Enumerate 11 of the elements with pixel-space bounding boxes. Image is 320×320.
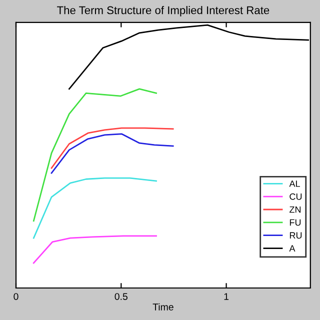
legend-label: FU xyxy=(290,219,301,226)
x-tick-label: 1 xyxy=(224,293,229,300)
legend-label: A xyxy=(289,245,296,252)
legend-label: ZN xyxy=(290,206,301,213)
chart-title: The Term Structure of Implied Interest Rate xyxy=(57,6,270,16)
x-tick-label: 0.5 xyxy=(114,293,128,300)
legend-label: CU xyxy=(290,193,302,200)
legend-label: AL xyxy=(289,180,300,187)
x-axis-title: Time xyxy=(152,303,174,310)
x-tick-label: 0 xyxy=(14,293,18,300)
legend-label: RU xyxy=(290,232,302,239)
